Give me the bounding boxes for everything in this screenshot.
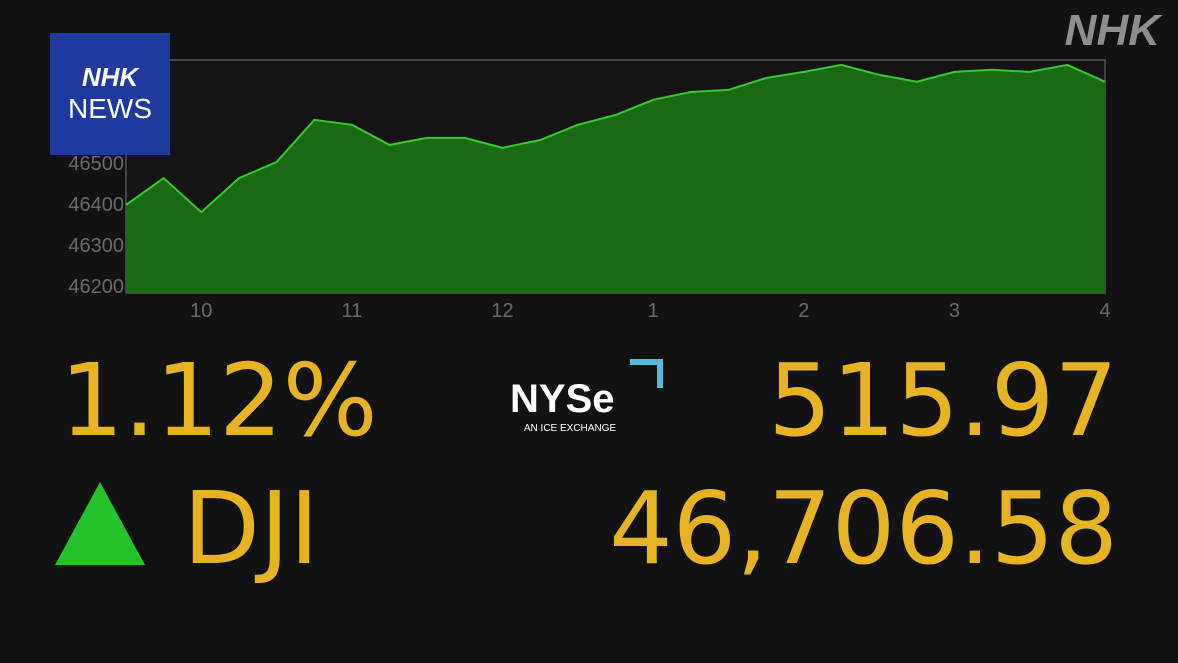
area (126, 64, 1105, 294)
x-tick-label: 12 (491, 300, 513, 322)
change: 515.97 (768, 342, 1118, 459)
exchange-name: NYSe (510, 377, 615, 421)
exchange-bracket (630, 359, 663, 388)
y-tick-label: 46500 (68, 153, 124, 175)
y-tick-label: 46300 (68, 235, 124, 257)
y-tick-label: 46400 (68, 194, 124, 216)
x-tick-label: 2 (798, 300, 809, 322)
line (125, 63, 1106, 214)
y-tick-label: 46200 (68, 276, 124, 298)
x-tick-label: 11 (342, 300, 363, 322)
news-badge (50, 33, 170, 155)
up-arrow (55, 482, 145, 565)
symbol: DJI (183, 470, 319, 587)
x-tick-label: 4 (1099, 300, 1110, 322)
change-percent: 1.12% (60, 342, 378, 459)
index-value: 46,706.58 (609, 470, 1118, 587)
x-tick-label: 3 (949, 300, 960, 322)
badge-bottom: NEWS (68, 93, 152, 124)
x-tick-label: 10 (190, 300, 212, 322)
exchange-tagline: AN ICE EXCHANGE (524, 423, 617, 434)
corner-logo: NHK (1065, 6, 1164, 55)
badge-top: NHK (82, 62, 141, 92)
x-tick-label: 1 (648, 300, 659, 322)
